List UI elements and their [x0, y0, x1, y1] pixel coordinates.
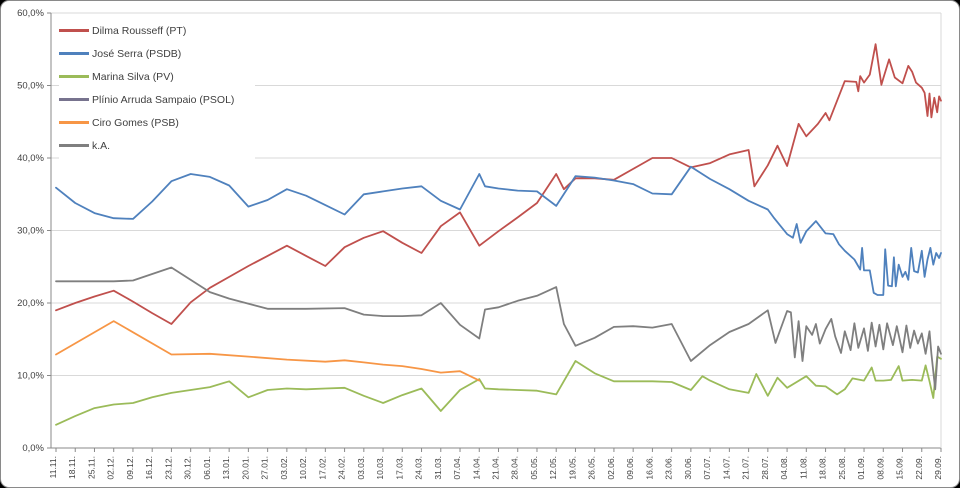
x-axis-label: 28.04.: [510, 456, 520, 480]
ciro-line-swatch: [59, 121, 89, 124]
legend-label: Ciro Gomes (PSB): [92, 116, 179, 129]
x-axis-label: 30.12.: [183, 456, 193, 480]
x-axis-label: 11.08.: [798, 456, 808, 479]
x-axis-label: 17.03.: [394, 456, 404, 480]
x-axis-label: 26.05.: [587, 456, 597, 480]
x-axis-label: 23.06.: [664, 456, 674, 480]
x-axis-label: 09.06.: [625, 456, 635, 480]
legend-label: José Serra (PSDB): [92, 47, 182, 60]
legend-item-dilma-rousseff: Dilma Rousseff (PT): [59, 19, 255, 42]
x-axis-label: 15.09.: [895, 456, 905, 480]
legend-label: Dilma Rousseff (PT): [92, 24, 187, 37]
x-axis-label: 09.12.: [125, 456, 135, 480]
x-axis-label: 12.05.: [548, 456, 558, 480]
x-axis-label: 16.12.: [144, 456, 154, 480]
legend-item-plinio-arruda-sampaio: Plínio Arruda Sampaio (PSOL): [59, 88, 255, 111]
x-axis-label: 14.07.: [721, 456, 731, 480]
legend-item-jose-serra: José Serra (PSDB): [59, 42, 255, 65]
x-axis-label: 31.03.: [433, 456, 443, 480]
y-axis-label: 60,0%: [17, 8, 44, 19]
legend-item-ciro-gomes: Ciro Gomes (PSB): [59, 111, 255, 134]
legend-item-ka: k.A.: [59, 134, 255, 157]
ka-line-swatch: [59, 144, 89, 147]
x-axis-label: 01.09.: [856, 456, 866, 480]
x-axis-label: 22.09.: [914, 456, 924, 480]
x-axis-label: 25.11.: [86, 456, 96, 479]
x-axis-label: 10.02.: [298, 456, 308, 480]
legend-item-marina-silva: Marina Silva (PV): [59, 65, 255, 88]
x-axis-label: 30.06.: [683, 456, 693, 480]
x-axis-label: 03.03.: [356, 456, 366, 480]
series-line-5: [55, 266, 942, 391]
y-axis-label: 0,0%: [22, 443, 44, 454]
y-axis-label: 10,0%: [17, 371, 44, 382]
x-axis-label: 24.02.: [337, 456, 347, 480]
x-axis-label: 24.03.: [414, 456, 424, 480]
x-axis-label: 21.07.: [741, 456, 751, 480]
series-line-4: [55, 320, 481, 382]
x-axis-label: 21.04.: [491, 456, 501, 480]
x-axis-label: 11.11.: [48, 456, 58, 478]
x-axis-label: 10.03.: [375, 456, 385, 480]
legend-label: Plínio Arruda Sampaio (PSOL): [92, 93, 235, 106]
x-axis-label: 07.07.: [702, 456, 712, 480]
series-line-2: [55, 355, 942, 426]
x-axis-label: 18.11.: [67, 456, 77, 479]
x-axis-label: 28.07.: [760, 456, 770, 480]
x-axis-label: 13.01.: [221, 456, 231, 480]
y-axis-label: 40,0%: [17, 153, 44, 164]
chart-legend: Dilma Rousseff (PT) José Serra (PSDB) Ma…: [59, 17, 255, 159]
x-axis-label: 18.08.: [818, 456, 828, 480]
x-axis-label: 07.04.: [452, 456, 462, 480]
y-axis-label: 20,0%: [17, 298, 44, 309]
y-axis-label: 30,0%: [17, 226, 44, 237]
x-axis-label: 14.04.: [471, 456, 481, 480]
series-line-0: [55, 43, 942, 325]
dilma-line-swatch: [59, 29, 89, 32]
x-axis-label: 25.08.: [837, 456, 847, 480]
x-axis-label: 05.05.: [529, 456, 539, 480]
legend-label: Marina Silva (PV): [92, 70, 174, 83]
x-axis-label: 17.02.: [317, 456, 327, 480]
x-axis-label: 04.08.: [779, 456, 789, 480]
serra-line-swatch: [59, 52, 89, 55]
x-axis-label: 29.09.: [933, 456, 943, 480]
legend-label: k.A.: [92, 139, 111, 152]
x-axis-label: 02.06.: [606, 456, 616, 480]
x-axis-label: 03.02.: [279, 456, 289, 480]
x-axis-label: 06.01.: [202, 456, 212, 480]
x-axis-label: 23.12.: [163, 456, 173, 480]
x-axis-label: 19.05.: [567, 456, 577, 480]
x-axis-label: 16.06.: [644, 456, 654, 480]
series-line-1: [55, 165, 942, 296]
x-axis-label: 08.09.: [875, 456, 885, 480]
x-axis-label: 27.01.: [260, 456, 270, 480]
marina-line-swatch: [59, 75, 89, 78]
x-axis-label: 20.01.: [240, 456, 250, 480]
x-axis-label: 02.12.: [106, 456, 116, 480]
y-axis-label: 50,0%: [17, 81, 44, 92]
plinio-line-swatch: [59, 98, 89, 101]
